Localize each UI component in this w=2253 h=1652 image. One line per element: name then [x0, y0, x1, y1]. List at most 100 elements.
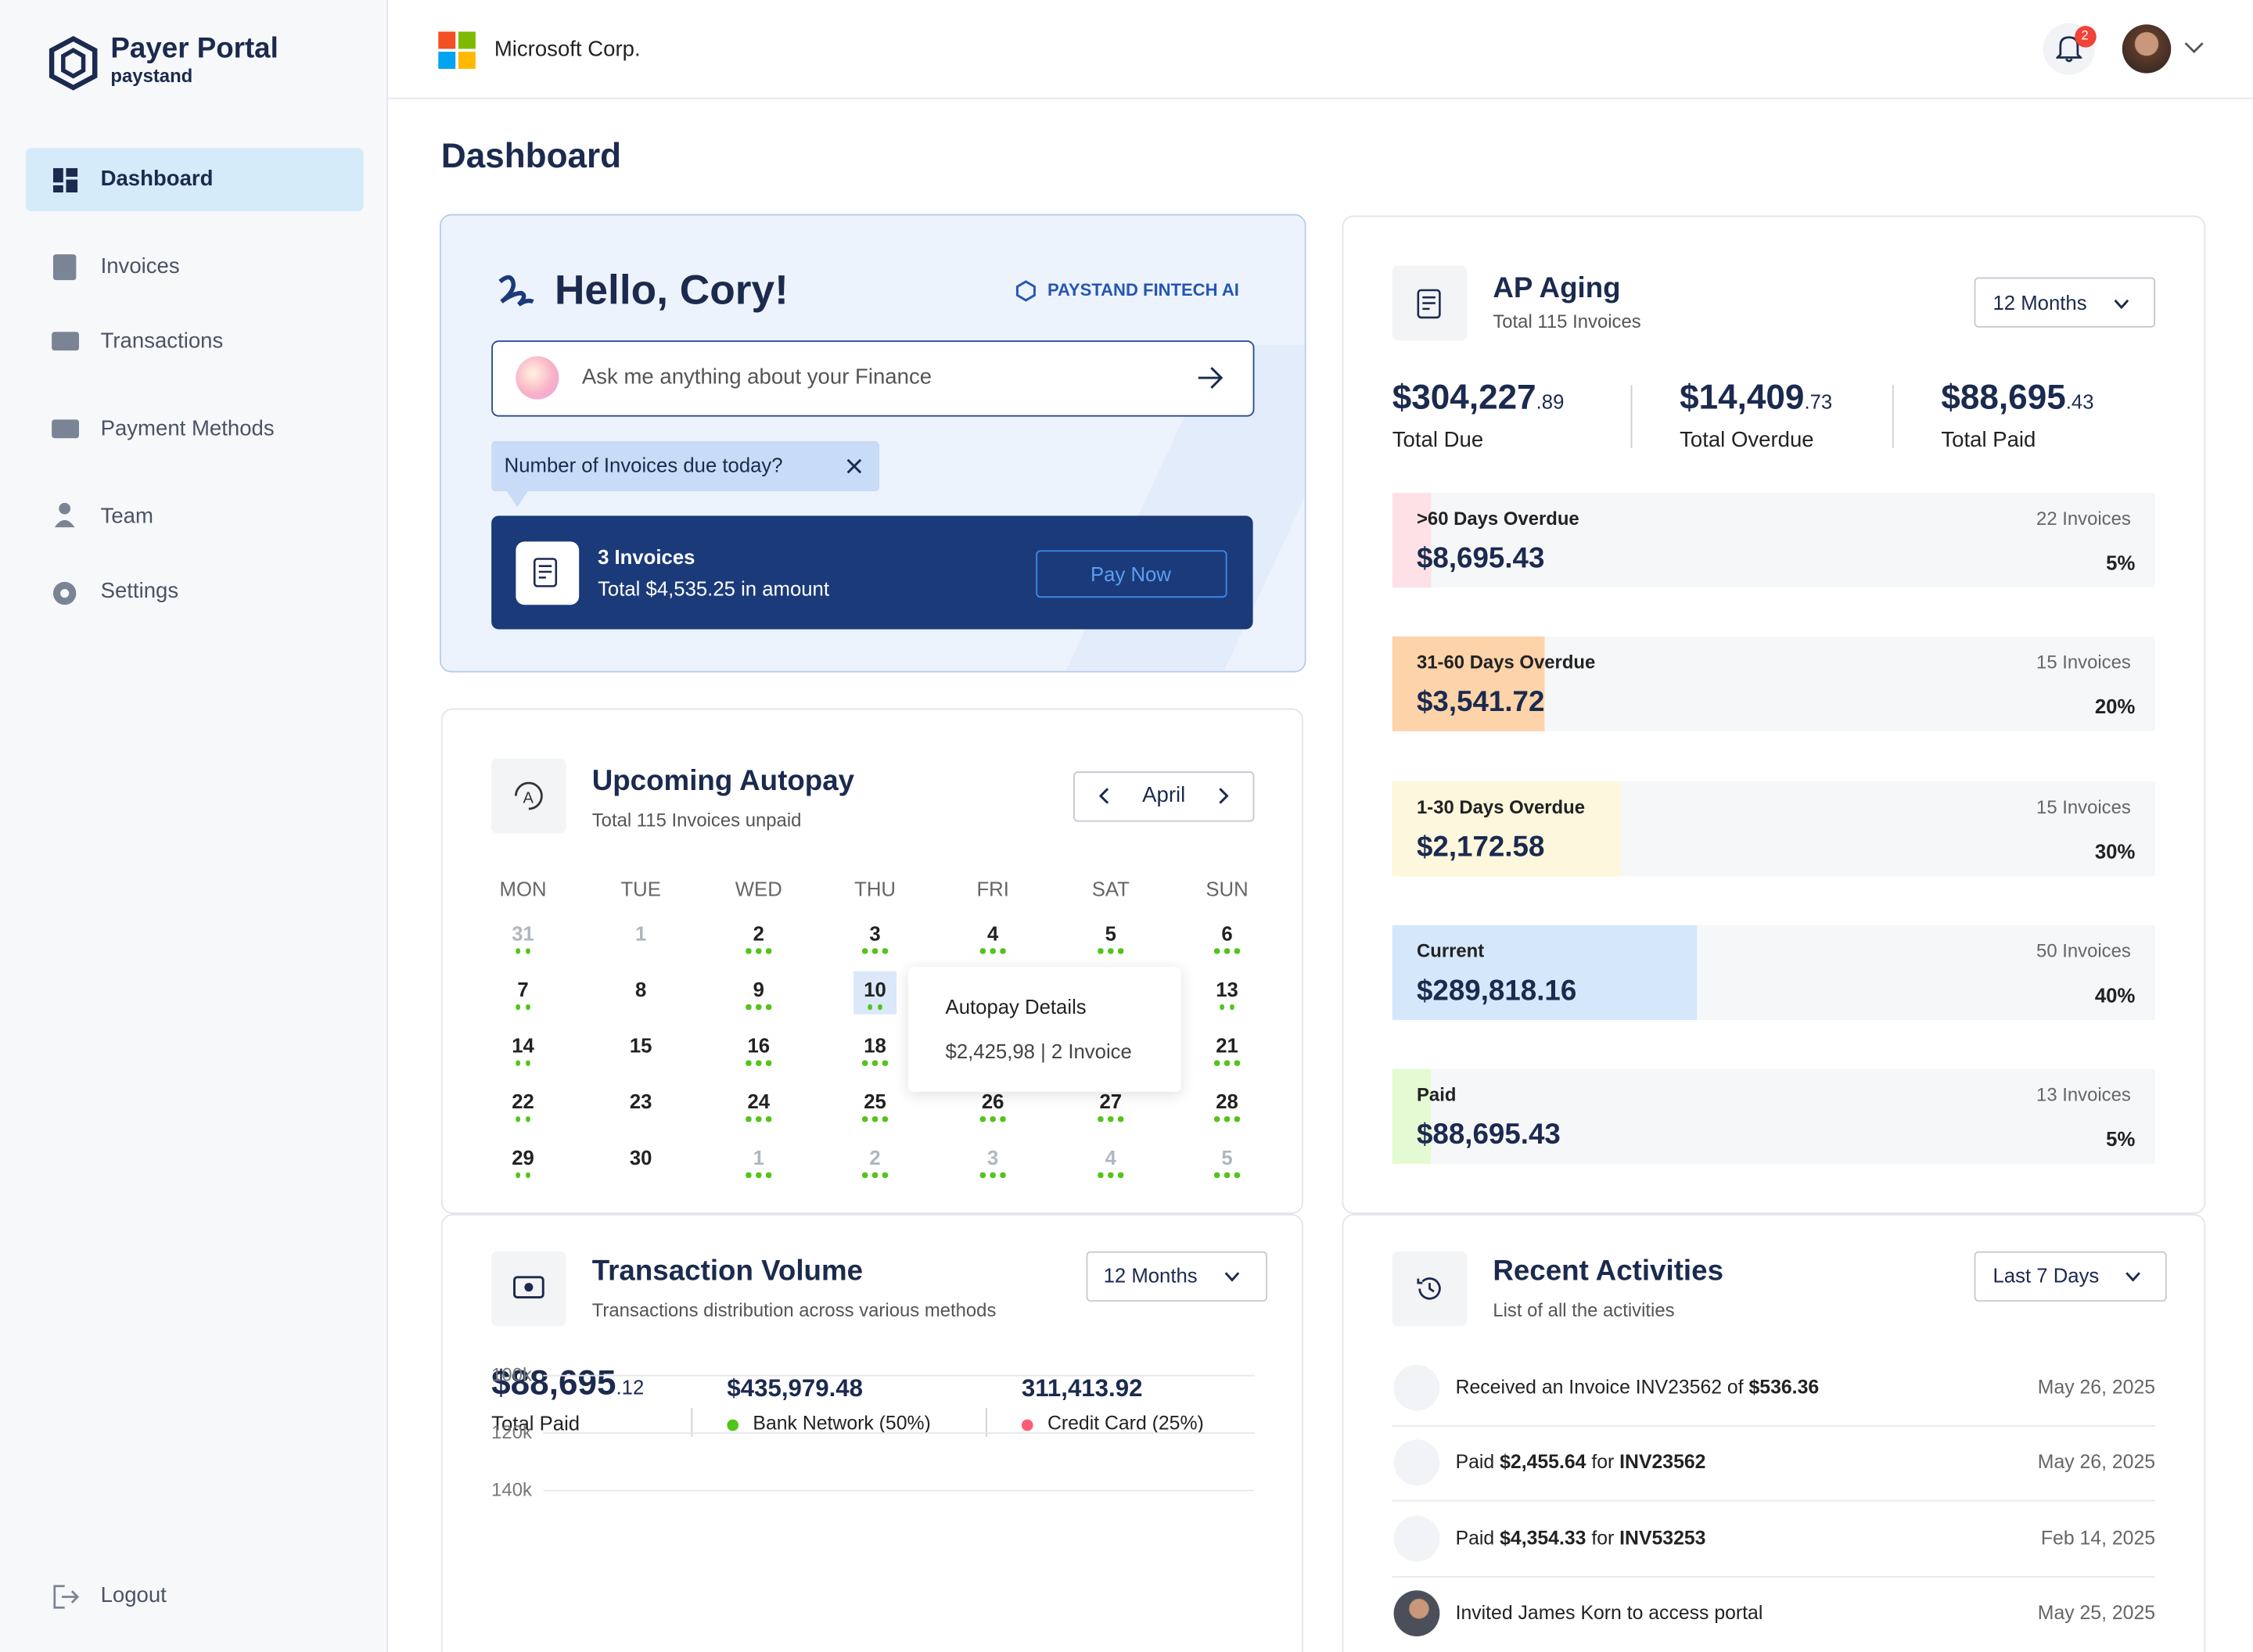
grid-line — [543, 1432, 1255, 1435]
bucket-bar — [1392, 1068, 1431, 1165]
bucket-percent: 20% — [2094, 695, 2136, 719]
autopay-dot — [1000, 1116, 1006, 1122]
badge-icon — [1015, 280, 1036, 302]
summary-cents: .89 — [1536, 390, 1565, 414]
bucket-count: 22 Invoices — [2036, 507, 2131, 530]
autopay-dot — [1118, 948, 1123, 953]
activity-date: May 25, 2025 — [2037, 1601, 2156, 1624]
day: 3 — [986, 1145, 999, 1169]
nav-item[interactable]: Team — [100, 504, 153, 529]
activity-text: Received an Invoice INV23562 of $536.36 — [1456, 1376, 1820, 1399]
stat-label: Credit Card (25%) — [1047, 1412, 1204, 1434]
nav-item[interactable]: Dashboard — [100, 167, 214, 192]
autopay-dot — [1000, 948, 1006, 953]
day: 24 — [747, 1090, 771, 1113]
weekday: TUE — [620, 877, 661, 900]
day: 8 — [635, 978, 647, 1001]
ap-dropdown[interactable] — [1974, 277, 2156, 328]
avatar[interactable] — [2122, 24, 2172, 74]
greeting: Hello, Cory! — [554, 268, 789, 314]
separator — [1892, 385, 1894, 449]
autopay-dot — [746, 1061, 752, 1066]
weekday: FRI — [976, 877, 1009, 900]
autopay-glyph: A — [514, 781, 543, 810]
activity-part: Received an Invoice INV23562 of — [1455, 1376, 1749, 1398]
ap-glyph — [1417, 289, 1441, 319]
notification-count: 2 — [2081, 28, 2089, 43]
day: 10 — [864, 978, 886, 1001]
company: Microsoft Corp. — [494, 37, 641, 62]
separator — [1630, 385, 1633, 449]
autopay-dot — [980, 948, 986, 953]
autopay-dot — [756, 1173, 761, 1178]
day: 30 — [629, 1145, 652, 1169]
tooltip-title: Autopay Details — [945, 995, 1087, 1018]
nav-active[interactable] — [26, 148, 364, 211]
chip-close[interactable] — [846, 458, 862, 474]
separator — [691, 1407, 693, 1437]
autopay-dot — [1098, 1173, 1104, 1178]
nav-item[interactable]: Payment Methods — [100, 416, 275, 441]
chip-tail — [505, 490, 529, 508]
stat-label: Bank Network (50%) — [753, 1412, 931, 1434]
send-arrow[interactable] — [1197, 366, 1224, 389]
activity-part: Paid — [1455, 1451, 1500, 1473]
bucket-amount: $3,541.72 — [1416, 687, 1545, 719]
ask-input[interactable] — [491, 340, 1255, 417]
chevron[interactable] — [2184, 41, 2204, 55]
autopay-dot — [990, 1173, 996, 1178]
month-nav[interactable] — [1073, 771, 1255, 822]
range-dropdown[interactable] — [1086, 1251, 1267, 1302]
autopay-dot — [1108, 948, 1113, 953]
pay-now-button[interactable] — [1036, 550, 1227, 598]
recent-dropdown[interactable] — [1974, 1251, 2167, 1302]
autopay-dot — [882, 1061, 888, 1066]
weekday: SAT — [1091, 877, 1130, 900]
bell-icon — [2056, 36, 2082, 63]
autopay-dot — [877, 1004, 883, 1010]
day: 1 — [635, 921, 647, 945]
autopay-dot — [980, 1116, 986, 1122]
nav-item[interactable]: Invoices — [100, 254, 180, 279]
autopay-dot — [525, 1173, 531, 1178]
invoice-icon — [533, 558, 558, 587]
ai-orb — [516, 356, 559, 400]
autopay-dot — [990, 1116, 996, 1122]
summary-label: Total Due — [1392, 428, 1484, 453]
autopay-dot — [862, 1061, 868, 1066]
autopay-dot — [867, 1004, 873, 1010]
bucket-percent: 40% — [2094, 983, 2136, 1007]
logout[interactable]: Logout — [100, 1583, 167, 1608]
nav-item[interactable]: Transactions — [100, 329, 224, 354]
autopay-dot — [882, 1173, 888, 1178]
autopay-dot — [525, 948, 531, 953]
activity-icon — [1393, 1590, 1440, 1636]
day: 16 — [747, 1033, 771, 1058]
bucket-bar — [1392, 637, 1545, 732]
bucket-count: 15 Invoices — [2036, 795, 2131, 817]
day: 13 — [1216, 978, 1238, 1001]
card-title: AP Aging — [1493, 272, 1621, 305]
dropdown-chevron — [2125, 1272, 2140, 1282]
day: 27 — [1099, 1090, 1123, 1113]
cash-glyph — [513, 1276, 544, 1299]
day: 26 — [981, 1090, 1004, 1113]
activity-icon — [1393, 1514, 1440, 1561]
summary-main: $88,695 — [1941, 379, 2066, 418]
chip[interactable] — [491, 440, 880, 492]
activity-icon — [1393, 1439, 1440, 1486]
card-title: Recent Activities — [1493, 1255, 1724, 1287]
bucket-percent: 30% — [2094, 839, 2136, 863]
nav-item[interactable]: Settings — [100, 579, 179, 604]
activity-part: for — [1586, 1526, 1620, 1549]
autopay-dot — [1214, 1116, 1220, 1122]
button-label: Pay Now — [1091, 562, 1171, 586]
autopay-dot — [516, 1173, 521, 1178]
activity-text: Paid $2,455.64 for INV23562 — [1456, 1451, 1706, 1474]
bucket-name: 31-60 Days Overdue — [1416, 651, 1596, 673]
activity-part: $2,455.64 — [1500, 1451, 1586, 1473]
bucket-amount: $289,818.16 — [1416, 975, 1577, 1007]
month-arrows[interactable] — [1099, 788, 1229, 805]
autopay-dot — [872, 1173, 878, 1178]
